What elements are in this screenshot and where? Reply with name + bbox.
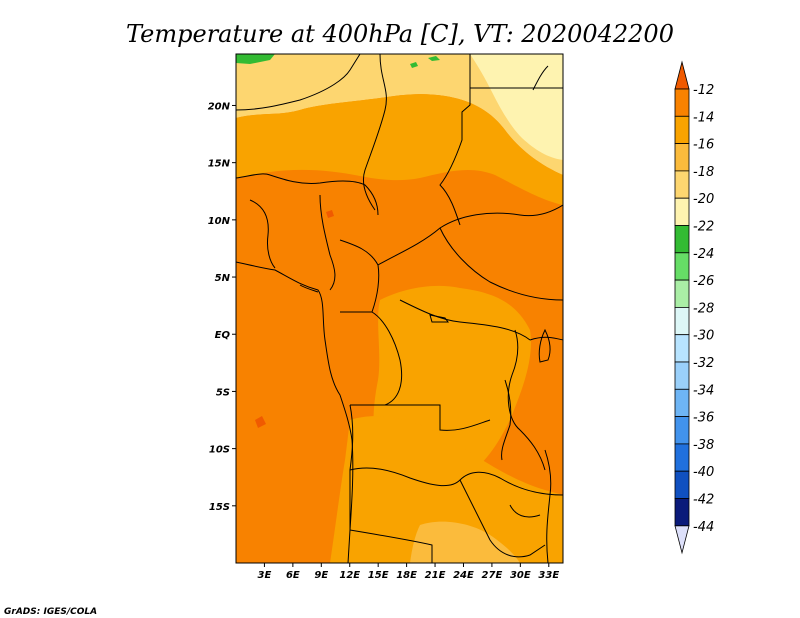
colorbar-label: -28 — [693, 301, 714, 316]
colorbar-segment — [674, 498, 690, 527]
colorbar-segment — [674, 279, 690, 308]
lon-tick-label: 3E — [258, 570, 272, 581]
colorbar-top-triangle — [674, 60, 690, 90]
field-green-dots — [410, 56, 440, 68]
lon-tick-label: 30E — [510, 570, 531, 581]
colorbar-label: -20 — [693, 192, 714, 207]
lon-tick-label: 33E — [538, 570, 559, 581]
lon-tick-label: 18E — [396, 570, 417, 581]
colorbar-label: -26 — [693, 274, 714, 289]
colorbar-label: -14 — [693, 110, 714, 125]
colorbar-segment — [674, 334, 690, 363]
lon-tick-label: 21E — [425, 570, 446, 581]
lat-tick-label: 5S — [216, 387, 230, 398]
colorbar-segment — [674, 361, 690, 390]
lon-tick-label: 9E — [314, 570, 328, 581]
colorbar-label: -24 — [693, 247, 714, 262]
map-area — [236, 54, 563, 563]
coastline — [236, 261, 354, 563]
credit-text: GrADS: IGES/COLA — [4, 607, 97, 617]
colorbar-bottom-triangle — [674, 525, 690, 555]
field-sahel-band — [236, 94, 563, 205]
colorbar — [674, 60, 690, 555]
colorbar-segment — [674, 416, 690, 445]
colorbar-label: -38 — [693, 438, 714, 453]
colorbar-segment — [674, 306, 690, 336]
latitude-ticks: 20N 15N 10N 5N EQ 5S 10S 15S — [208, 101, 236, 513]
colorbar-segment — [674, 115, 690, 145]
colorbar-label: -34 — [693, 383, 714, 398]
map-frame — [235, 53, 564, 564]
colorbar-label: -22 — [693, 220, 714, 235]
lat-tick-label: 20N — [208, 101, 231, 112]
field-north-pale — [236, 54, 563, 175]
colorbar-label: -32 — [693, 356, 714, 371]
lon-tick-label: 12E — [339, 570, 360, 581]
field-green-patch — [236, 54, 275, 64]
map-title: Temperature at 400hPa [C], VT: 202004220… — [126, 20, 674, 48]
colorbar-segment — [674, 225, 690, 254]
lat-tick-label: 10S — [209, 445, 230, 456]
lon-tick-label: 24E — [453, 570, 474, 581]
colorbar-segment — [674, 443, 690, 472]
lat-tick-label: 10N — [208, 216, 231, 227]
colorbar-label: -40 — [693, 465, 714, 480]
colorbar-label: -42 — [693, 493, 714, 508]
colorbar-label: -16 — [693, 138, 714, 153]
lon-tick-label: 6E — [286, 570, 300, 581]
lat-tick-label: EQ — [215, 330, 231, 341]
colorbar-labels: -12 -14 -16 -18 -20 -22 -24 -26 -28 -30 -32 -34 -36 -… — [693, 83, 714, 535]
colorbar-segment — [674, 252, 690, 281]
lat-tick-label: 15S — [209, 502, 230, 513]
colorbar-segment — [674, 470, 690, 499]
colorbar-label: -12 — [693, 83, 714, 98]
colorbar-segment — [674, 388, 690, 417]
colorbar-label: -36 — [693, 411, 714, 426]
colorbar-label: -18 — [693, 165, 714, 180]
field-south-light — [330, 416, 563, 563]
lon-tick-label: 27E — [482, 570, 503, 581]
field-northeast-light — [470, 54, 563, 160]
colorbar-segment — [674, 143, 690, 172]
longitude-ticks: 3E 6E 9E 12E 15E 18E 21E 24E 27E 30E 33E — [258, 563, 559, 581]
lon-tick-label: 15E — [368, 570, 389, 581]
colorbar-segment — [674, 170, 690, 199]
lat-tick-label: 5N — [215, 273, 231, 284]
colorbar-label: -30 — [693, 329, 714, 344]
colorbar-segment — [674, 88, 690, 117]
field-south-pale — [410, 521, 520, 563]
colorbar-segment — [674, 197, 690, 226]
colorbar-label: -44 — [693, 520, 714, 535]
lat-tick-label: 15N — [208, 159, 231, 170]
country-borders — [236, 54, 563, 563]
